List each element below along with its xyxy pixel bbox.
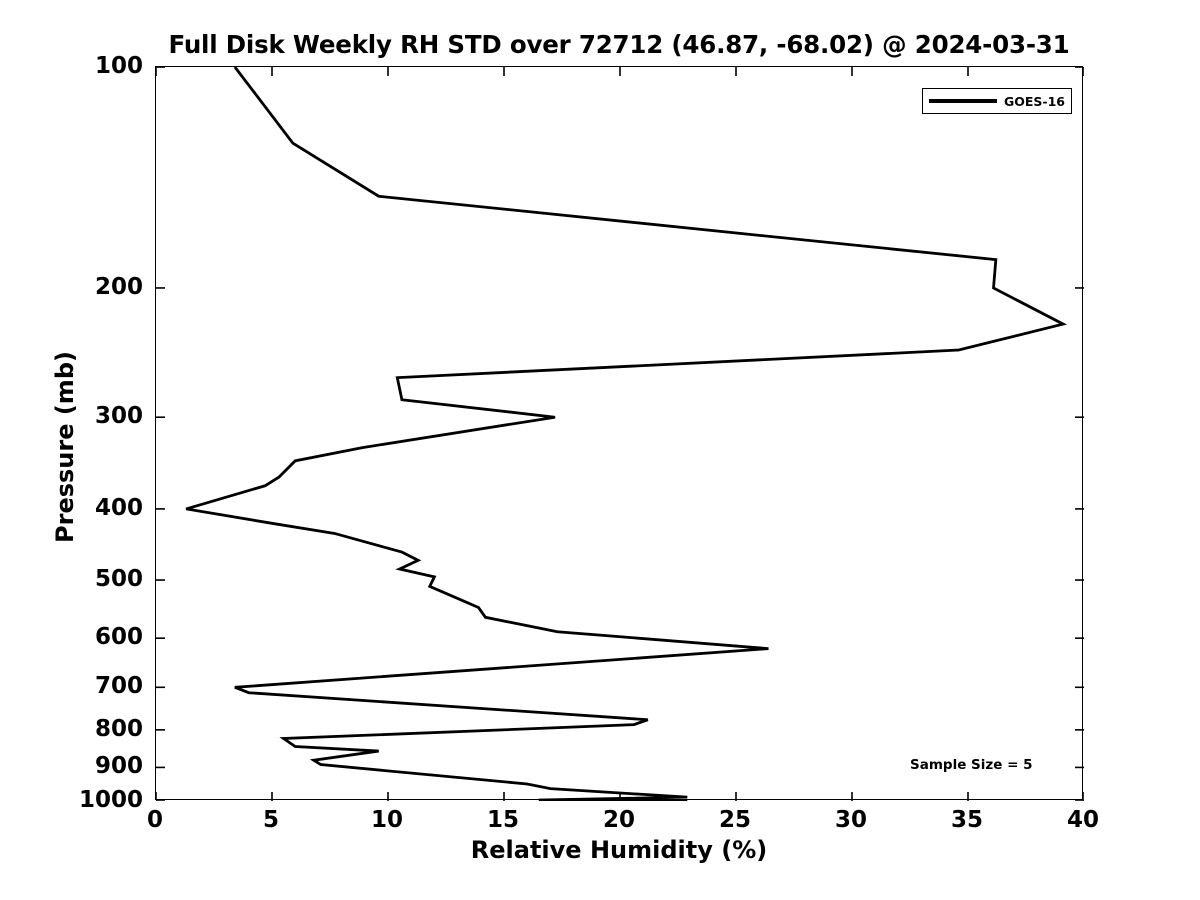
x-axis-label: Relative Humidity (%) [470, 836, 768, 864]
legend-entry-label: GOES-16 [1003, 93, 1065, 109]
x-tick-marks [156, 67, 1084, 801]
x-tick-label: 10 [370, 807, 404, 833]
y-tick-label: 400 [94, 494, 143, 521]
legend-line-swatch [929, 99, 997, 103]
x-tick-label: 15 [486, 807, 520, 833]
plot-canvas [156, 67, 1084, 801]
legend: GOES-16 [922, 88, 1072, 114]
x-tick-label: 35 [950, 807, 984, 833]
y-tick-label: 900 [94, 753, 143, 780]
x-tick-label: 5 [262, 807, 280, 833]
y-tick-label: 300 [94, 403, 143, 430]
y-axis-label: Pressure (mb) [51, 351, 79, 543]
data-series-group [185, 67, 1068, 801]
x-tick-label: 0 [146, 807, 164, 833]
x-tick-label: 20 [602, 807, 636, 833]
y-tick-label: 1000 [78, 787, 143, 813]
y-tick-marks [156, 67, 1084, 801]
y-tick-label: 100 [94, 53, 143, 79]
x-tick-label: 30 [834, 807, 868, 833]
y-tick-label: 600 [94, 624, 143, 651]
plot-area [155, 66, 1084, 801]
chart-title: Full Disk Weekly RH STD over 72712 (46.8… [168, 30, 1070, 59]
x-tick-label: 40 [1066, 807, 1100, 833]
y-tick-label: 800 [94, 715, 143, 742]
y-tick-label: 500 [94, 566, 143, 593]
x-tick-label: 25 [718, 807, 752, 833]
y-tick-label: 700 [94, 673, 143, 700]
sample-size-annotation: Sample Size = 5 [910, 757, 1033, 773]
y-tick-label: 200 [94, 273, 143, 300]
series-line [185, 67, 1068, 801]
